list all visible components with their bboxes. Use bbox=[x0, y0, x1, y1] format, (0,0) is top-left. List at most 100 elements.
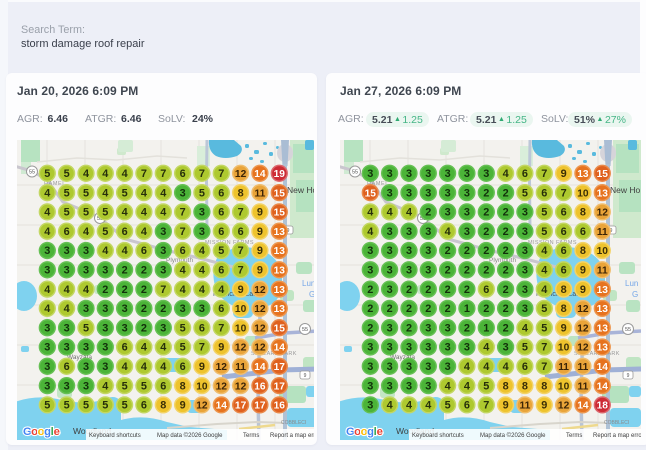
svg-text:3: 3 bbox=[83, 342, 89, 354]
svg-text:4: 4 bbox=[483, 361, 489, 373]
svg-text:4: 4 bbox=[141, 207, 147, 219]
svg-text:7: 7 bbox=[238, 265, 244, 277]
svg-text:6: 6 bbox=[64, 361, 70, 373]
svg-text:3: 3 bbox=[102, 322, 108, 334]
svg-text:9: 9 bbox=[238, 284, 244, 296]
svg-text:12: 12 bbox=[254, 285, 266, 296]
svg-text:8: 8 bbox=[238, 187, 244, 199]
svg-text:6: 6 bbox=[218, 187, 224, 199]
svg-text:l: l bbox=[374, 426, 377, 438]
svg-text:5: 5 bbox=[64, 207, 70, 219]
svg-text:4: 4 bbox=[64, 303, 70, 315]
svg-text:4: 4 bbox=[199, 284, 205, 296]
svg-text:2: 2 bbox=[141, 265, 147, 277]
svg-text:9: 9 bbox=[218, 342, 224, 354]
svg-text:9: 9 bbox=[304, 373, 307, 379]
svg-text:55: 55 bbox=[625, 327, 631, 333]
svg-text:3: 3 bbox=[44, 265, 50, 277]
svg-text:Lun: Lun bbox=[625, 279, 638, 288]
svg-text:2: 2 bbox=[503, 322, 509, 334]
svg-text:12: 12 bbox=[216, 381, 228, 392]
svg-text:Report a map error: Report a map error bbox=[593, 433, 641, 439]
svg-text:6: 6 bbox=[522, 361, 528, 373]
svg-text:13: 13 bbox=[274, 285, 286, 296]
svg-text:o: o bbox=[31, 426, 38, 438]
svg-text:2: 2 bbox=[406, 322, 412, 334]
svg-text:6: 6 bbox=[483, 284, 489, 296]
svg-text:2: 2 bbox=[141, 322, 147, 334]
svg-text:12: 12 bbox=[196, 401, 208, 412]
svg-text:3: 3 bbox=[64, 322, 70, 334]
svg-text:5: 5 bbox=[102, 226, 108, 238]
svg-text:4: 4 bbox=[160, 342, 166, 354]
svg-text:17: 17 bbox=[254, 401, 266, 412]
svg-text:3: 3 bbox=[445, 168, 451, 180]
svg-text:3: 3 bbox=[387, 380, 393, 392]
svg-text:11: 11 bbox=[597, 266, 608, 277]
svg-text:3: 3 bbox=[160, 322, 166, 334]
svg-text:7: 7 bbox=[238, 245, 244, 257]
svg-text:13: 13 bbox=[274, 246, 286, 257]
svg-text:3: 3 bbox=[406, 187, 412, 199]
svg-text:3: 3 bbox=[387, 322, 393, 334]
svg-text:12: 12 bbox=[235, 343, 247, 354]
svg-text:3: 3 bbox=[425, 226, 431, 238]
svg-text:6: 6 bbox=[199, 322, 205, 334]
svg-text:3: 3 bbox=[199, 226, 205, 238]
svg-text:2: 2 bbox=[483, 226, 489, 238]
svg-text:2: 2 bbox=[367, 284, 373, 296]
svg-text:5: 5 bbox=[64, 400, 70, 412]
svg-text:13: 13 bbox=[597, 343, 609, 354]
svg-text:12: 12 bbox=[254, 343, 266, 354]
svg-text:5: 5 bbox=[122, 400, 128, 412]
svg-text:4: 4 bbox=[367, 226, 373, 238]
svg-text:9: 9 bbox=[257, 207, 263, 219]
svg-text:5: 5 bbox=[141, 380, 147, 392]
svg-text:3: 3 bbox=[522, 303, 528, 315]
svg-text:3: 3 bbox=[102, 342, 108, 354]
svg-text:2: 2 bbox=[503, 226, 509, 238]
svg-text:Wayzata: Wayzata bbox=[67, 354, 92, 361]
svg-text:3: 3 bbox=[445, 342, 451, 354]
svg-text:10: 10 bbox=[577, 188, 589, 199]
svg-text:6: 6 bbox=[561, 207, 567, 219]
svg-text:4: 4 bbox=[180, 284, 186, 296]
svg-text:9: 9 bbox=[287, 228, 290, 234]
svg-text:2: 2 bbox=[122, 284, 128, 296]
svg-text:13: 13 bbox=[597, 323, 609, 334]
svg-text:14: 14 bbox=[577, 401, 589, 412]
svg-text:3: 3 bbox=[406, 226, 412, 238]
svg-text:3: 3 bbox=[406, 168, 412, 180]
svg-text:COBBLECI: COBBLECI bbox=[281, 420, 306, 426]
svg-text:3: 3 bbox=[44, 245, 50, 257]
svg-text:Terms: Terms bbox=[243, 433, 259, 439]
svg-text:Lun: Lun bbox=[302, 279, 314, 288]
svg-text:Wayzata: Wayzata bbox=[390, 354, 415, 361]
svg-text:4: 4 bbox=[102, 187, 108, 199]
svg-text:3: 3 bbox=[367, 380, 373, 392]
svg-text:3: 3 bbox=[387, 342, 393, 354]
svg-text:10: 10 bbox=[597, 246, 609, 257]
svg-text:14: 14 bbox=[254, 362, 266, 373]
svg-text:6: 6 bbox=[561, 245, 567, 257]
svg-text:4: 4 bbox=[522, 322, 528, 334]
svg-text:11: 11 bbox=[235, 362, 246, 373]
svg-text:3: 3 bbox=[522, 265, 528, 277]
svg-text:55: 55 bbox=[97, 216, 103, 222]
svg-text:Map data ©2026 Google: Map data ©2026 Google bbox=[480, 432, 546, 439]
svg-text:5: 5 bbox=[83, 187, 89, 199]
svg-text:2: 2 bbox=[406, 284, 412, 296]
svg-text:6: 6 bbox=[218, 226, 224, 238]
svg-text:5: 5 bbox=[83, 400, 89, 412]
svg-text:3: 3 bbox=[406, 342, 412, 354]
svg-text:4: 4 bbox=[122, 245, 128, 257]
svg-text:14: 14 bbox=[216, 401, 228, 412]
svg-text:9: 9 bbox=[580, 265, 586, 277]
svg-text:3: 3 bbox=[387, 245, 393, 257]
svg-text:4: 4 bbox=[83, 284, 89, 296]
svg-text:4: 4 bbox=[367, 207, 373, 219]
svg-text:3: 3 bbox=[387, 361, 393, 373]
svg-text:5: 5 bbox=[199, 187, 205, 199]
svg-text:3: 3 bbox=[199, 207, 205, 219]
svg-text:3: 3 bbox=[425, 168, 431, 180]
